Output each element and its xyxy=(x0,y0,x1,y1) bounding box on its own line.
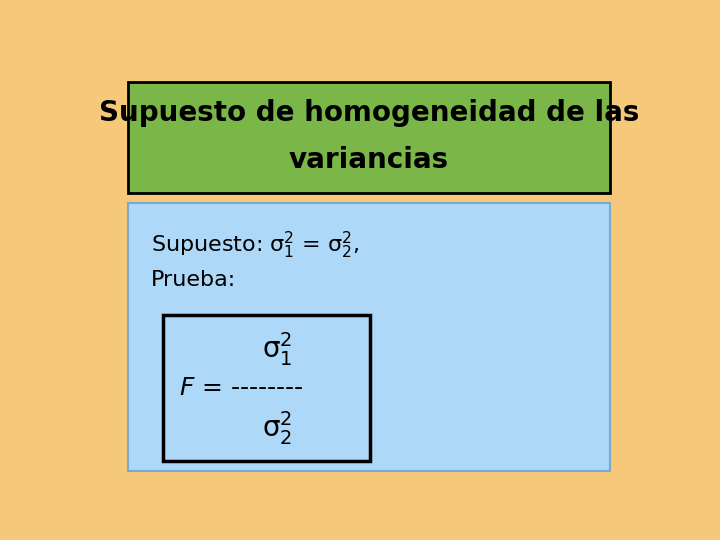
Text: Supuesto de homogeneidad de las: Supuesto de homogeneidad de las xyxy=(99,99,639,127)
FancyBboxPatch shape xyxy=(128,204,610,471)
Text: Prueba:: Prueba: xyxy=(151,271,236,291)
Text: variancias: variancias xyxy=(289,146,449,174)
FancyBboxPatch shape xyxy=(128,82,610,193)
Text: Supuesto: $\mathregular{\sigma_1^2}$ = $\mathregular{\sigma_2^2}$,: Supuesto: $\mathregular{\sigma_1^2}$ = $… xyxy=(151,230,359,261)
Text: $\mathit{F}$ = --------: $\mathit{F}$ = -------- xyxy=(179,376,303,400)
Text: $\mathregular{\sigma_2^2}$: $\mathregular{\sigma_2^2}$ xyxy=(262,409,292,447)
Text: $\mathregular{\sigma_1^2}$: $\mathregular{\sigma_1^2}$ xyxy=(261,330,292,368)
FancyBboxPatch shape xyxy=(163,315,370,461)
